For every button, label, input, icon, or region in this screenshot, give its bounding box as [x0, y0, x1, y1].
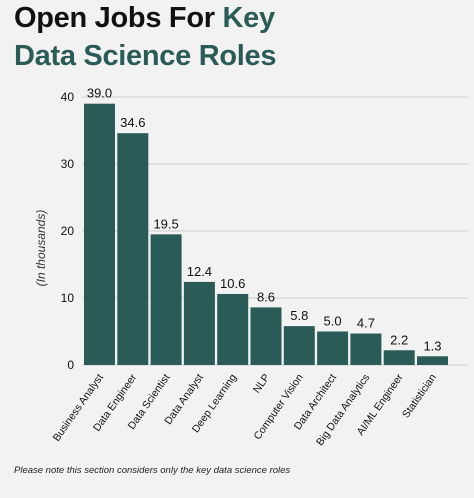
bar-value-label: 39.0: [87, 86, 112, 101]
bar-value-label: 5.0: [324, 314, 342, 329]
bar: [250, 307, 282, 365]
bar: [217, 293, 249, 365]
bar: [417, 356, 448, 365]
bar: [150, 234, 182, 365]
x-tick-label: NLP: [251, 372, 273, 396]
bar-value-label: 34.6: [120, 115, 145, 130]
bar-value-label: 4.7: [357, 316, 375, 331]
y-tick-label: 30: [61, 157, 75, 171]
bar: [183, 281, 215, 365]
chart-title-accent: Key: [222, 2, 276, 34]
bar: [317, 331, 349, 365]
bar-value-label: 19.5: [153, 216, 178, 231]
chart-title-part1: Open Jobs For: [14, 2, 223, 34]
bar: [383, 350, 415, 365]
bars-layer: [84, 103, 448, 365]
y-tick-label: 20: [61, 224, 75, 238]
bar-value-label: 2.2: [390, 332, 408, 347]
chart-title-line-2: Data Science Roles: [14, 40, 277, 72]
footnote: Please note this section considers only …: [14, 465, 291, 476]
chart-title-line-1: Open Jobs For Key: [14, 2, 275, 35]
y-axis-title: (In thousands): [34, 210, 48, 287]
x-tick-label: Business Analyst: [51, 372, 106, 444]
bar-value-label: 10.6: [220, 276, 245, 291]
bar-value-label: 1.3: [423, 338, 441, 353]
bar: [84, 103, 115, 365]
y-tick-label: 0: [67, 358, 74, 372]
bar-value-label: 8.6: [257, 289, 275, 304]
x-tick-label: Statistician: [400, 372, 439, 421]
bar: [350, 333, 382, 365]
bar-value-label: 5.8: [290, 308, 308, 323]
bar: [117, 133, 149, 365]
bar-value-label: 12.4: [187, 264, 212, 279]
y-tick-label: 10: [61, 291, 75, 305]
y-tick-label: 40: [61, 90, 75, 104]
bar: [283, 326, 315, 365]
